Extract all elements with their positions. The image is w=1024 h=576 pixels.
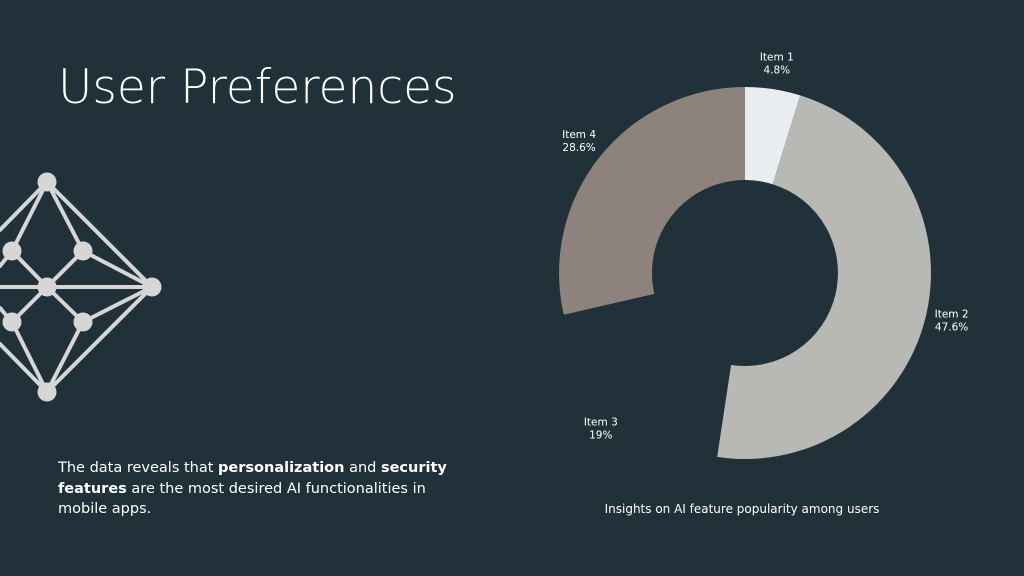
slice-label-value: 4.8% [763, 64, 790, 76]
slice-label-value: 28.6% [562, 142, 595, 154]
slide-title: User Preferences [58, 60, 457, 115]
donut-chart: Item 1 4.8% Item 2 47.6% Item 3 19% Item 4 28.6… [559, 51, 969, 459]
insight-text-part-3: are the most desired AI functionalities … [58, 480, 426, 518]
insight-text-part-1: The data reveals that [58, 460, 219, 476]
donut-slice-item-4 [559, 87, 745, 315]
donut-slice-item-2 [717, 95, 931, 459]
slice-label-item-4: Item 4 28.6% [562, 129, 596, 154]
insight-text-bold-security: security features [58, 460, 447, 497]
donut-slice-item-3 [563, 293, 732, 457]
network-diamond-icon [0, 172, 162, 402]
slice-label-name: Item 1 [760, 51, 794, 63]
slice-label-value: 47.6% [935, 322, 968, 334]
donut-slice-item-1 [745, 87, 801, 185]
slice-label-value: 19% [589, 430, 612, 442]
slice-label-name: Item 2 [935, 309, 969, 321]
insight-text-part-2: and [344, 460, 381, 476]
slice-label-item-2: Item 2 47.6% [935, 309, 969, 334]
slice-label-name: Item 4 [562, 129, 596, 141]
insight-text: The data reveals that personalization an… [58, 458, 458, 520]
slice-label-item-1: Item 1 4.8% [760, 51, 794, 76]
slice-label-item-3: Item 3 19% [584, 417, 618, 442]
chart-caption: Insights on AI feature popularity among … [604, 502, 880, 516]
slice-label-name: Item 3 [584, 417, 618, 429]
insight-text-bold-personalization: personalization [218, 460, 345, 476]
